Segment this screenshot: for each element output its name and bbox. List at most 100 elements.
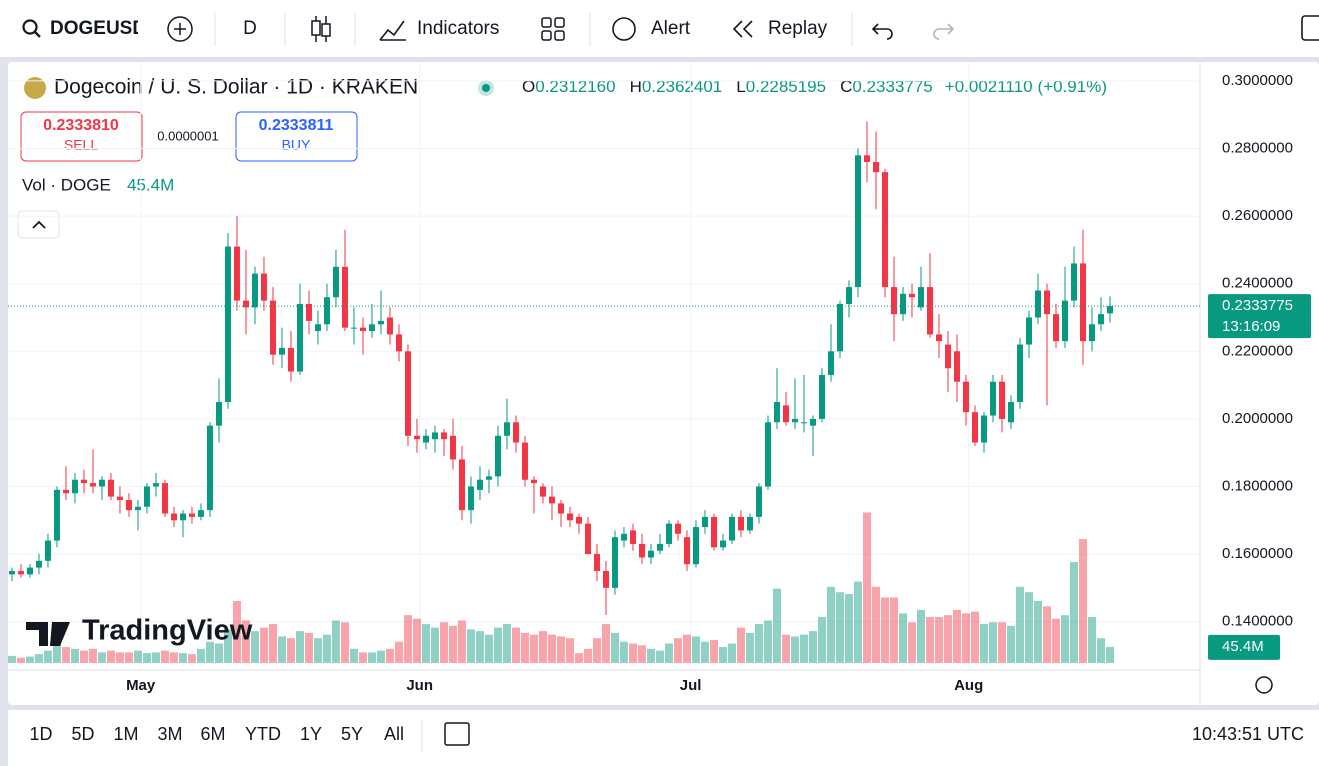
volume-bar: [34, 654, 43, 663]
clock: 10:43:51 UTC: [1192, 724, 1304, 744]
chart-title: Dogecoin / U. S. Dollar · 1D · KRAKEN: [54, 76, 418, 99]
range-button[interactable]: 1M: [113, 724, 138, 744]
alert-icon: [612, 17, 636, 41]
candle-body: [35, 560, 42, 568]
candle-body: [386, 317, 393, 335]
volume-bar: [475, 631, 484, 663]
y-tick-label: 0.1400000: [1222, 613, 1293, 630]
y-tick-label: 0.2600000: [1222, 207, 1293, 224]
candle-body: [710, 516, 717, 548]
x-tick-label: Jun: [406, 677, 433, 694]
range-button[interactable]: 1D: [29, 724, 52, 744]
volume-bar: [412, 618, 421, 663]
candle-body: [323, 297, 330, 325]
candle-body: [44, 540, 51, 561]
candle-body: [737, 516, 744, 531]
volume-legend-name: Vol · DOGE: [22, 175, 111, 194]
candle-body: [692, 527, 699, 565]
candle-body: [17, 570, 24, 575]
undo-button[interactable]: [871, 23, 893, 40]
range-button[interactable]: All: [384, 724, 404, 744]
candle-body: [881, 172, 888, 288]
y-tick-label: 0.2400000: [1222, 275, 1293, 292]
replay-button[interactable]: Replay: [768, 18, 828, 39]
candle-body: [602, 570, 609, 588]
candle-body: [998, 381, 1005, 419]
volume-bar: [565, 638, 574, 663]
volume-bar: [511, 627, 520, 663]
volume-bar: [637, 645, 646, 663]
volume-bar: [169, 652, 178, 663]
volume-bar: [808, 631, 817, 663]
candle-body: [152, 483, 159, 487]
range-button[interactable]: 1Y: [300, 724, 322, 744]
chart-panel: [8, 62, 1319, 705]
range-button[interactable]: 3M: [157, 724, 182, 744]
candle-body: [782, 405, 789, 423]
volume-bar: [709, 639, 718, 663]
range-button[interactable]: 6M: [200, 724, 225, 744]
candle-body: [764, 422, 771, 487]
candle-body: [701, 516, 708, 528]
candle-body: [179, 513, 186, 521]
candle-icon: [321, 23, 331, 37]
volume-bar: [232, 601, 241, 663]
legend-change: +0.0021110: [945, 77, 1033, 96]
y-tick-label: 0.2000000: [1222, 410, 1293, 427]
volume-bar: [286, 638, 295, 663]
candle-body: [476, 479, 483, 490]
candle-body: [53, 489, 60, 541]
candle-body: [449, 435, 456, 460]
range-button[interactable]: 5Y: [341, 724, 363, 744]
add-symbol[interactable]: [167, 16, 193, 42]
symbol-search[interactable]: DOGEUSD: [22, 18, 147, 39]
candle-body: [26, 567, 33, 575]
plus-icon: [174, 23, 186, 35]
replay-icon: [732, 20, 753, 38]
candle-body: [728, 516, 735, 541]
volume-bar: [430, 627, 439, 663]
volume-bar: [700, 641, 709, 663]
volume-bar: [583, 648, 592, 663]
spread: 0.0000001: [157, 128, 218, 143]
volume-bar: [304, 632, 313, 663]
candle-body: [71, 479, 78, 494]
legend-value: 0.2285195: [746, 77, 826, 96]
goto-date-button[interactable]: [444, 722, 470, 746]
candle-body: [1061, 300, 1068, 342]
candle-body: [755, 486, 762, 517]
range-button[interactable]: YTD: [245, 724, 281, 744]
volume-bar: [853, 581, 862, 663]
legend-key: L: [736, 77, 745, 96]
alert-button[interactable]: Alert: [651, 18, 691, 39]
templates[interactable]: [541, 17, 565, 41]
chart-type[interactable]: [311, 16, 331, 42]
volume-bar: [772, 588, 781, 663]
candle-body: [62, 489, 69, 494]
candle-body: [80, 479, 87, 484]
plus-icon: [167, 16, 193, 42]
candle-body: [530, 479, 537, 484]
volume-bar: [457, 620, 466, 663]
grid-icon: [541, 30, 552, 41]
legend-key: H: [630, 77, 642, 96]
volume-bar: [628, 643, 637, 663]
range-button[interactable]: 5D: [71, 724, 94, 744]
candle-body: [440, 432, 447, 440]
interval[interactable]: D: [243, 18, 257, 39]
redo-button[interactable]: [933, 23, 955, 40]
candle-body: [413, 435, 420, 440]
volume-bar: [970, 611, 979, 663]
volume-bar: [340, 622, 349, 663]
chevron-icon: [32, 220, 46, 229]
volume-bar: [682, 634, 691, 663]
layout-button[interactable]: [1301, 15, 1319, 41]
volume-bar: [898, 613, 907, 663]
indicators-button[interactable]: Indicators: [417, 18, 499, 39]
candle-body: [890, 287, 897, 315]
legend-key: C: [840, 77, 852, 96]
collapse-button[interactable]: [17, 210, 60, 239]
settings-button[interactable]: [1255, 676, 1273, 694]
candle-body: [809, 418, 816, 426]
candle-body: [566, 513, 573, 521]
